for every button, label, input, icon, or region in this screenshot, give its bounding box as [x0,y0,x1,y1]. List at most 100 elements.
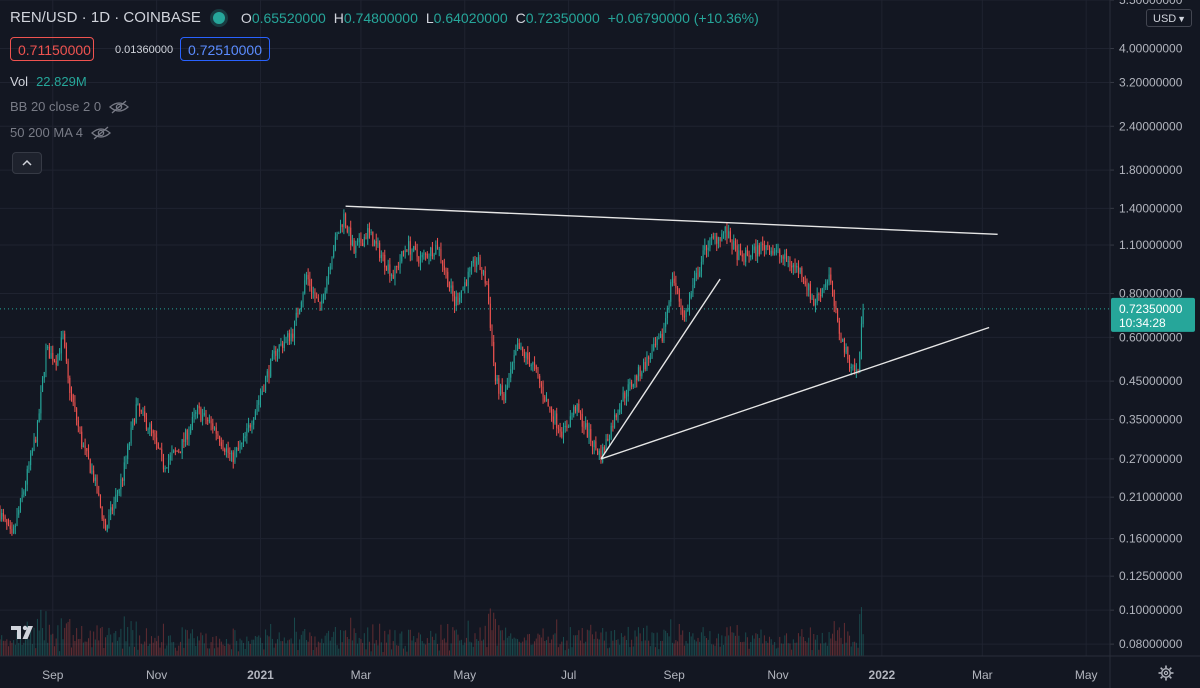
volume-bar [156,641,158,656]
candle-body [178,451,180,453]
volume-bar [554,633,556,656]
candle-body [176,451,178,453]
volume-bar [133,646,136,656]
time-axis[interactable]: Sep Nov 2021 Mar May Jul Sep Nov 2022 Mar May [0,655,1200,682]
candle-body [59,353,61,355]
volume-bar [431,636,433,656]
volume-bar [164,648,166,656]
candle-body [477,257,479,262]
volume-bar [404,645,406,656]
volume-bar [174,647,176,656]
candle-body [392,274,394,279]
volume-bar [842,644,844,656]
volume-bar [426,638,428,656]
candle-body [816,293,818,303]
candle-body [316,297,318,299]
candle-body [496,378,498,382]
volume-bar [382,651,384,656]
volume-bar [198,640,200,656]
candle-body [154,433,156,438]
candle-body [656,338,658,346]
candle-body [336,233,338,237]
volume-bar [173,641,175,656]
candle-body [179,451,181,454]
volume-bar [801,629,803,656]
volume-bar [607,648,609,656]
collapse-legend-button[interactable] [12,152,42,174]
volume-bar [329,640,331,656]
candle-body [511,363,513,370]
candle-body [712,236,714,238]
candle-body [60,337,62,354]
volume-bar [193,638,195,656]
volume-bar [273,647,275,656]
moving-average-indicator[interactable]: 50 200 MA 4 [10,125,111,140]
volume-bar [217,647,219,656]
candle-body [333,250,335,258]
volume-bar [675,640,677,656]
volume-bar [649,646,651,656]
candle-body [768,246,771,255]
volume-bar [765,641,767,656]
volume-bar [94,639,96,656]
candle-body [125,458,127,463]
volume-bar [169,635,171,656]
candle-body [45,347,47,372]
trendlines[interactable] [345,205,998,460]
volume-indicator[interactable]: Vol 22.829M [10,74,87,89]
volume-bar [631,639,633,656]
volume-bar [508,636,510,656]
currency-select[interactable]: USD ▼ [1146,9,1192,27]
candle-body [733,240,735,250]
candle-body [374,241,376,247]
hidden-eye-icon[interactable] [91,126,111,140]
candle-body [21,494,23,499]
candle-body [459,297,461,303]
symbol-title[interactable]: REN/USD · 1D · COINBASE [10,9,201,26]
candle-body [2,513,4,517]
candle-body [644,361,646,370]
volume-bar [593,639,595,656]
volume-bar [402,648,404,656]
time-tick-label: Sep [663,668,685,682]
candle-body [818,293,820,295]
volume-bar [442,639,444,656]
settings-gear-icon[interactable] [1158,665,1174,681]
buy-price-button[interactable]: 0.72510000 [180,37,270,61]
volume-bar [808,637,810,656]
bollinger-indicator[interactable]: BB 20 close 2 0 [10,99,130,114]
candle-body [671,278,673,282]
volume-bar [605,631,607,656]
price-axis[interactable]: 5.50000000 4.00000000 3.20000000 2.40000000… [1109,0,1183,688]
sell-price-button[interactable]: 0.71150000 [10,37,94,61]
volume-bar [232,628,234,656]
candle-body [745,250,747,263]
candle-body [506,385,508,390]
volume-bar [312,650,314,656]
candle-body [709,238,711,248]
volume-bar [311,636,313,656]
tradingview-logo[interactable] [10,622,40,642]
candle-body [590,429,592,442]
volume-bar [530,644,532,656]
candle-body [423,253,425,255]
candle-body [399,261,401,268]
candle-body [256,404,258,412]
time-tick-label: Nov [146,668,167,682]
time-tick-label: Sep [42,668,64,682]
volume-bars [0,607,864,656]
volume-bar [437,643,439,656]
hidden-eye-icon[interactable] [109,100,130,114]
market-status-icon[interactable] [212,11,225,24]
trendline [345,205,998,236]
candle-body [385,267,387,271]
candle-body [31,450,33,454]
volume-bar [239,638,241,656]
candle-body [830,274,832,283]
volume-bar [515,638,517,656]
high-value: 0.74800000 [343,9,418,26]
volume-bar [48,624,50,656]
volume-bar [692,633,694,656]
candle-body [205,412,207,421]
